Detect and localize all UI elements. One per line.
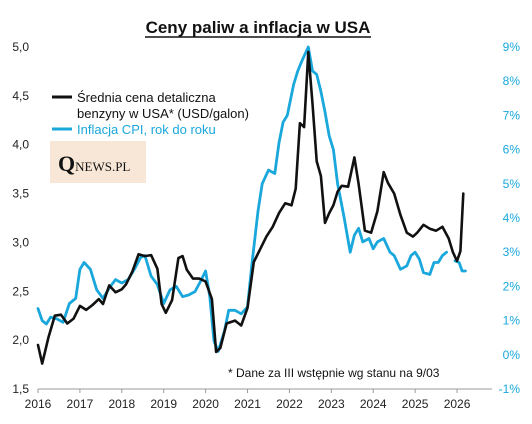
right-tick-label-6: 5%: [503, 177, 521, 191]
x-tick-label-10: 2026: [444, 397, 471, 411]
right-tick-label-1: 0%: [503, 348, 521, 362]
left-tick-label-1: 2,0: [12, 333, 29, 347]
x-tick-label-2: 2018: [108, 397, 135, 411]
logo-rest: NEWS.PL: [75, 159, 130, 174]
x-tick-label-6: 2022: [276, 397, 303, 411]
right-axis-ticks: -1% 0% 1% 2% 3% 4% 5% 6% 7% 8% 9%: [499, 40, 521, 396]
logo-background: [50, 141, 146, 183]
left-tick-label-5: 4,0: [12, 138, 29, 152]
left-tick-label-3: 3,0: [12, 235, 29, 249]
right-tick-label-5: 4%: [503, 211, 521, 225]
right-tick-label-3: 2%: [503, 279, 521, 293]
footnote: * Dane za III wstępnie wg stanu na 9/03: [228, 366, 440, 380]
x-tick-label-9: 2025: [402, 397, 429, 411]
logo-q: Q: [58, 151, 75, 176]
x-tick-label-3: 2019: [150, 397, 177, 411]
x-axis-ticks: 2016 2017 2018 2019 2020 2021 2022 2023 2024 2025…: [25, 389, 471, 411]
left-tick-label-6: 4,5: [12, 89, 29, 103]
left-axis-ticks: 1,5 2,0 2,5 3,0 3,5 4,0 4,5 5,0: [12, 40, 29, 396]
logo: QNEWS.PL: [50, 141, 146, 183]
left-tick-label-4: 3,5: [12, 187, 29, 201]
legend-label-gasoline-line1: Średnia cena detaliczna: [77, 90, 217, 105]
right-tick-label-4: 3%: [503, 245, 521, 259]
chart-title: Ceny paliw a inflacja w USA: [145, 18, 371, 38]
cpi-inflation-line-segment-1: [453, 259, 467, 273]
gasoline-price-line: [36, 50, 465, 365]
x-tick-label-4: 2020: [192, 397, 219, 411]
x-tick-label-0: 2016: [25, 397, 52, 411]
right-tick-label-2: 1%: [503, 314, 521, 328]
legend: Średnia cena detaliczna benzyny w USA* (…: [52, 90, 249, 137]
legend-label-cpi: Inflacja CPI, rok do roku: [77, 122, 216, 137]
right-tick-label-0: -1%: [499, 382, 521, 396]
right-tick-label-10: 9%: [503, 40, 521, 54]
x-tick-label-5: 2021: [234, 397, 261, 411]
series-layer: [36, 45, 467, 365]
legend-label-gasoline-line2: benzyny w USA* (USD/galon): [77, 106, 249, 121]
x-tick-label-1: 2017: [67, 397, 94, 411]
left-tick-label-7: 5,0: [12, 40, 29, 54]
right-tick-label-8: 7%: [503, 108, 521, 122]
x-tick-label-7: 2023: [318, 397, 345, 411]
logo-text: QNEWS.PL: [58, 151, 130, 176]
chart-title-text: Ceny paliw a inflacja w USA: [146, 18, 371, 37]
left-tick-label-0: 1,5: [12, 382, 29, 396]
right-tick-label-9: 8%: [503, 74, 521, 88]
left-tick-label-2: 2,5: [12, 284, 29, 298]
right-tick-label-7: 6%: [503, 143, 521, 157]
x-tick-label-8: 2024: [360, 397, 387, 411]
